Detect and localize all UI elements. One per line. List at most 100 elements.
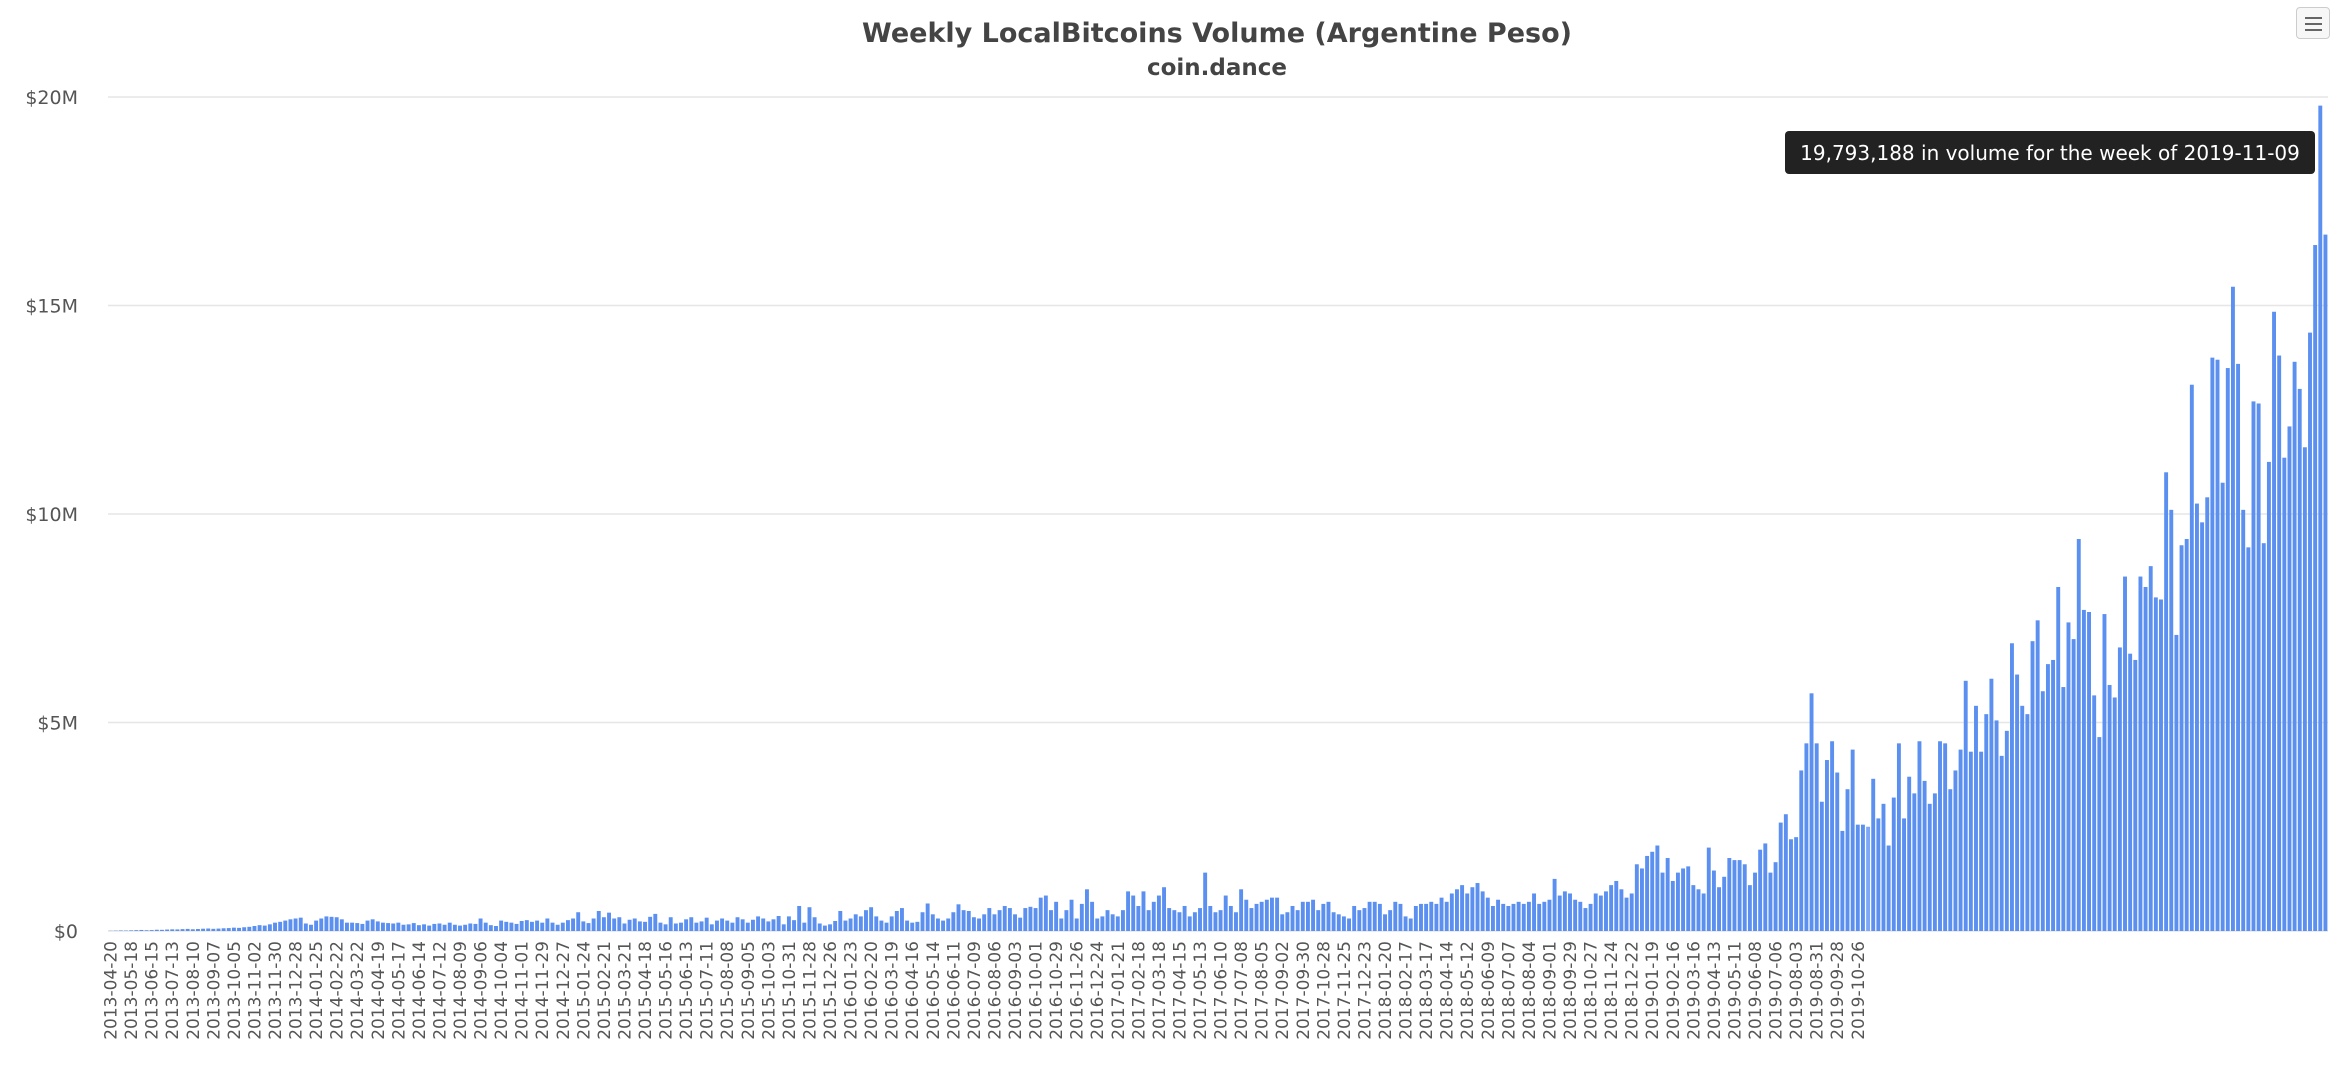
bar[interactable] [1593, 893, 1598, 931]
bar[interactable] [740, 919, 745, 931]
bar[interactable] [129, 930, 134, 931]
bar[interactable] [992, 914, 997, 931]
bar[interactable] [1701, 893, 1706, 931]
bar[interactable] [1270, 897, 1274, 931]
bar[interactable] [694, 922, 699, 931]
bar[interactable] [375, 921, 380, 931]
bar[interactable] [910, 922, 915, 931]
bar[interactable] [1413, 905, 1418, 931]
bar[interactable] [1192, 912, 1197, 931]
bar[interactable] [1943, 743, 1948, 931]
bar[interactable] [1974, 705, 1978, 931]
bar[interactable] [1465, 893, 1470, 931]
bar[interactable] [792, 920, 796, 931]
bar[interactable] [2302, 447, 2307, 931]
bar[interactable] [1095, 918, 1100, 931]
bar[interactable] [190, 929, 195, 931]
bar[interactable] [1388, 910, 1393, 931]
bar[interactable] [380, 922, 385, 931]
bar[interactable] [2061, 687, 2066, 931]
bar[interactable] [571, 918, 576, 931]
bar[interactable] [519, 920, 524, 931]
bar[interactable] [1393, 901, 1398, 931]
bar[interactable] [802, 922, 807, 931]
bar[interactable] [817, 923, 822, 931]
bar[interactable] [1470, 887, 1475, 931]
bar[interactable] [1403, 916, 1408, 931]
bar[interactable] [2308, 332, 2312, 931]
bar[interactable] [1049, 910, 1053, 931]
bar[interactable] [386, 923, 391, 931]
bar[interactable] [884, 922, 889, 931]
bar[interactable] [684, 919, 689, 931]
bar[interactable] [658, 922, 663, 931]
bar[interactable] [2056, 586, 2061, 931]
bar[interactable] [2266, 461, 2271, 932]
bar[interactable] [1259, 901, 1264, 931]
bar[interactable] [1583, 908, 1588, 931]
bar[interactable] [1619, 889, 1624, 931]
bar[interactable] [1085, 889, 1089, 931]
bar[interactable] [432, 923, 437, 931]
bar[interactable] [530, 921, 534, 931]
bar[interactable] [2251, 401, 2256, 931]
bar[interactable] [401, 924, 406, 931]
bar[interactable] [2117, 647, 2122, 931]
bar[interactable] [935, 918, 940, 931]
bar[interactable] [1100, 916, 1105, 931]
bar[interactable] [555, 924, 560, 931]
bar[interactable] [1460, 885, 1465, 931]
bar[interactable] [509, 922, 514, 931]
bar[interactable] [185, 928, 190, 931]
bar[interactable] [822, 925, 827, 931]
bar[interactable] [1228, 905, 1233, 931]
bar[interactable] [648, 916, 653, 931]
bar[interactable] [653, 913, 658, 931]
bar[interactable] [1182, 905, 1187, 931]
bar[interactable] [905, 920, 910, 931]
bar[interactable] [1742, 864, 1747, 931]
bar[interactable] [720, 918, 725, 931]
bar[interactable] [2107, 684, 2112, 931]
bar[interactable] [1763, 843, 1768, 931]
bar[interactable] [2277, 355, 2282, 931]
bar[interactable] [2287, 426, 2292, 931]
bar[interactable] [1825, 760, 1829, 931]
bar[interactable] [391, 923, 396, 931]
bar[interactable] [786, 916, 791, 931]
bar[interactable] [2040, 691, 2045, 931]
bar[interactable] [1902, 818, 1906, 931]
bar[interactable] [1475, 883, 1480, 931]
bar[interactable] [1645, 855, 1650, 931]
bar[interactable] [2246, 547, 2251, 931]
bar[interactable] [1835, 772, 1840, 931]
bar[interactable] [612, 918, 617, 931]
bar[interactable] [545, 918, 550, 931]
bar[interactable] [1609, 885, 1614, 931]
bar[interactable] [2261, 543, 2266, 931]
bar[interactable] [427, 925, 432, 931]
bar[interactable] [1105, 910, 1110, 931]
bar[interactable] [1290, 905, 1295, 931]
bar[interactable] [1562, 891, 1567, 931]
bar[interactable] [1326, 901, 1331, 931]
bar[interactable] [1758, 849, 1763, 931]
bar[interactable] [2051, 659, 2056, 931]
bar[interactable] [2025, 714, 2030, 931]
bar[interactable] [956, 904, 961, 931]
bar[interactable] [2159, 599, 2163, 931]
bar[interactable] [730, 922, 735, 931]
bar[interactable] [1136, 905, 1141, 931]
bar[interactable] [1079, 903, 1084, 931]
bar[interactable] [1424, 903, 1429, 931]
bar[interactable] [807, 907, 812, 931]
bar[interactable] [1007, 908, 1012, 931]
bar[interactable] [1598, 895, 1603, 931]
bar[interactable] [2318, 105, 2323, 932]
bar[interactable] [2015, 674, 2020, 931]
bar[interactable] [1203, 872, 1208, 931]
bar[interactable] [499, 920, 504, 931]
bar[interactable] [987, 908, 992, 931]
bar[interactable] [889, 916, 894, 931]
bar[interactable] [2323, 234, 2328, 932]
